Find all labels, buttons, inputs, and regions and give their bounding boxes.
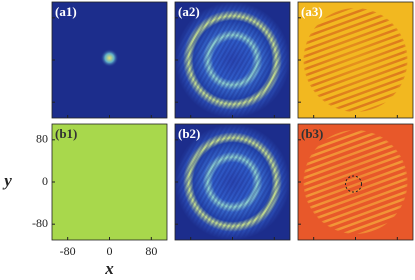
y-tick-label: 0 [42,174,48,188]
panel-label: (b3) [301,126,323,141]
fade [298,2,413,118]
y-axis-label: y [2,171,12,190]
spot [100,49,119,67]
panel-image [52,124,167,240]
panel-label: (b1) [55,126,77,141]
fade [298,124,413,240]
texture [175,2,290,118]
panel-label: (a1) [55,4,77,19]
panel: (b1) -80 0 80 80 0 -80 [32,123,168,258]
panel: (b2) [174,123,291,241]
panel: (a2) [174,1,291,119]
panel-label: (b2) [178,126,200,141]
texture [175,124,290,240]
panel: (b3) [297,123,414,241]
x-tick-label: 80 [145,244,157,258]
x-axis-label: x [104,259,114,278]
x-tick-label: 0 [107,244,113,258]
x-tick-label: -80 [60,244,76,258]
marker-circle [345,175,362,193]
panel-label: (a2) [178,4,200,19]
y-tick-label: -80 [32,216,48,230]
panel-label: (a3) [301,4,323,19]
panel: (a1) [51,1,168,119]
panel: (a3) [297,1,414,119]
y-tick-label: 80 [36,132,48,146]
